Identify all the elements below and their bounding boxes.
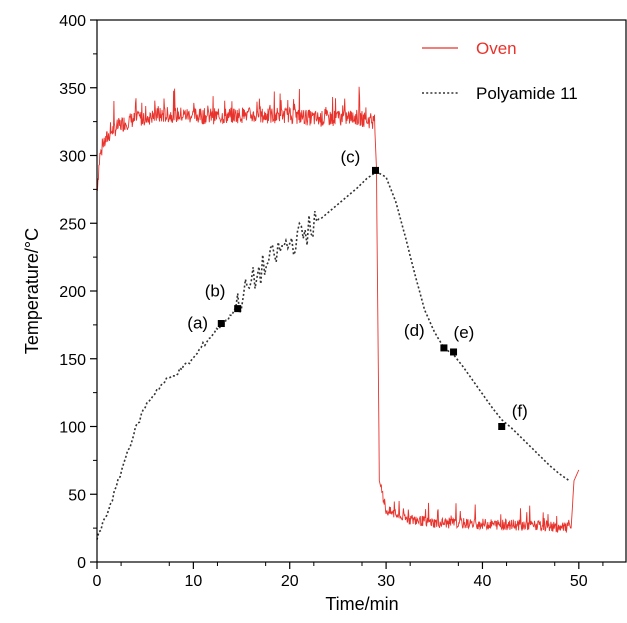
y-tick-label: 250 — [59, 216, 86, 233]
y-tick-label: 400 — [59, 13, 86, 30]
marker-point — [440, 344, 448, 352]
marker-label: (d) — [404, 321, 425, 340]
legend: Oven Polyamide 11 — [422, 39, 578, 103]
x-tick-label: 20 — [281, 573, 299, 590]
x-tick-label: 30 — [377, 573, 395, 590]
x-axis-ticks: 0 10 20 30 40 50 — [93, 562, 604, 590]
x-tick-label: 40 — [474, 573, 492, 590]
legend-label: Polyamide 11 — [476, 84, 578, 103]
y-tick-label: 50 — [68, 487, 86, 504]
marker-point — [371, 166, 379, 174]
marker-point — [234, 305, 242, 313]
series-line-oven — [96, 86, 580, 533]
y-tick-label: 200 — [59, 284, 86, 301]
marker-point — [450, 348, 458, 356]
plot-lines — [96, 86, 580, 540]
marker-point — [217, 320, 225, 328]
y-tick-label: 150 — [59, 352, 86, 369]
x-tick-label: 10 — [184, 573, 202, 590]
marker-label: (f) — [512, 402, 528, 421]
x-axis-title: Time/min — [325, 594, 398, 614]
marker-label: (b) — [205, 282, 226, 301]
y-tick-label: 100 — [59, 420, 86, 437]
y-tick-label: 300 — [59, 149, 86, 166]
x-tick-label: 0 — [93, 573, 102, 590]
y-tick-label: 0 — [77, 555, 86, 572]
marker-label: (e) — [454, 323, 475, 342]
markers-layer: (a) (b) (c) (d) (e) (f) — [187, 147, 528, 430]
y-axis-ticks: 0 50 100 150 200 250 300 350 400 — [59, 13, 97, 572]
series-line-polyamide-11 — [96, 170, 570, 540]
marker-label: (c) — [340, 147, 360, 166]
y-axis-title: Temperature/°C — [22, 228, 42, 354]
x-tick-label: 50 — [570, 573, 588, 590]
legend-label: Oven — [476, 39, 517, 58]
marker-point — [498, 423, 506, 430]
y-tick-label: 350 — [59, 81, 86, 98]
marker-label: (a) — [187, 314, 208, 333]
